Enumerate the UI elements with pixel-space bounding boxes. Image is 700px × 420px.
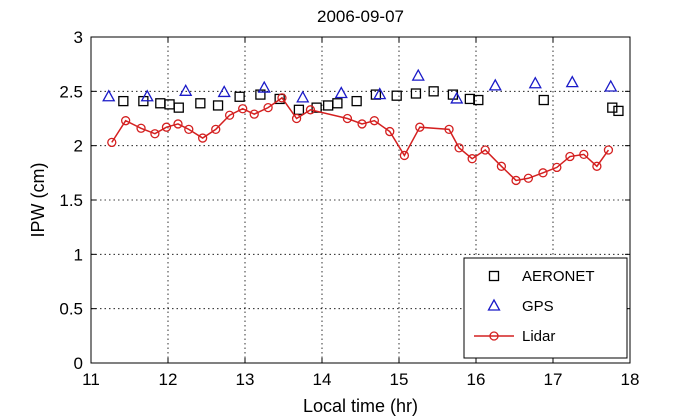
x-tick-label: 16 [467,370,486,389]
lidar-point [415,122,425,132]
gps-point [334,86,348,99]
aeronet-point [293,104,305,115]
lidar-point [173,119,183,129]
legend-box [463,257,628,359]
lidar-point [249,109,259,119]
legend-label-gps: GPS [522,298,554,315]
aeronet-point [410,88,422,99]
y-tick-label: 3 [74,28,83,47]
aeronet-point [311,102,322,113]
aeronet-point [613,105,624,117]
lidar-point [454,143,464,153]
gps-point [488,78,502,91]
gps-point [528,76,542,89]
gps-point [565,75,579,88]
x-tick-label: 13 [236,370,255,389]
y-tick-label: 2.5 [59,82,83,101]
chart-title: 2006-09-07 [317,7,404,26]
lidar-point [291,113,302,124]
aeronet-point [234,91,245,102]
lidar-point [305,105,316,115]
aeronet-point [195,98,206,109]
lidar-point [342,113,353,124]
y-tick-label: 0 [74,354,83,373]
x-tick-label: 12 [159,370,178,389]
lidar-point [107,137,117,148]
series-lidar [107,93,614,186]
lidar-point [121,116,131,126]
lidar-point [480,145,490,155]
lidar-point [369,116,380,126]
gps-point [179,83,193,96]
lidar-point [523,173,534,183]
gps-point [411,68,425,81]
axis-ticks: 11 12 13 14 15 16 17 18 0 0.5 1 1.5 2 2.5 3 [59,28,639,389]
series-gps [102,68,618,104]
aeronet-point [351,95,362,107]
aeronet-point [428,86,439,97]
lidar-point [211,124,221,135]
lidar-point [357,119,367,129]
aeronet-point [118,95,129,107]
lidar-point [511,175,521,186]
x-axis-label: Local time (hr) [303,396,418,416]
lidar-point [136,123,146,133]
legend-label-aeronet: AERONET [522,268,595,285]
aeronet-point [607,102,618,113]
gps-point [450,91,464,104]
legend-marker-gps [487,298,501,311]
y-tick-label: 2 [74,137,83,156]
lidar-point [277,93,287,103]
aeronet-point [212,100,224,111]
aeronet-point [173,102,184,113]
lidar-point [496,161,507,171]
lidar-point [538,168,548,178]
lidar-point [385,126,395,137]
gps-point [102,89,116,102]
gps-point [140,89,154,102]
lidar-point [592,161,602,171]
aeronet-point [332,98,343,109]
lidar-point [579,149,589,160]
y-axis-label: IPW (cm) [28,163,48,238]
lidar-point [467,154,477,164]
lidar-point [263,102,273,113]
x-tick-label: 15 [390,370,409,389]
lidar-point [150,129,160,139]
lidar-point [238,104,248,114]
x-tick-label: 18 [621,370,640,389]
aeronet-point [391,90,402,101]
lidar-point [184,124,194,135]
lidar-point [603,145,614,155]
aeronet-point [538,94,549,106]
lidar-point [444,124,454,135]
legend: AERONET GPS Lidar [463,257,628,359]
gps-point [296,90,310,103]
legend-marker-aeronet [488,270,500,282]
lidar-point [399,150,410,161]
lidar-point [161,122,172,132]
x-tick-label: 11 [82,370,100,389]
lidar-point [224,110,235,120]
x-tick-label: 14 [313,370,332,389]
aeronet-point [473,94,484,106]
x-tick-label: 17 [544,370,563,389]
gps-point [217,85,231,98]
legend-marker-lidar [489,331,499,341]
y-tick-label: 0.5 [59,300,83,319]
gps-point [604,79,618,92]
series-aeronet [118,86,624,117]
gps-point [257,80,271,93]
series-layer [102,68,624,186]
y-tick-label: 1.5 [59,191,83,210]
lidar-point [565,151,575,162]
lidar-point [552,162,562,173]
legend-label-lidar: Lidar [522,328,555,345]
y-tick-label: 1 [74,245,83,264]
gps-point [373,87,387,100]
lidar-point [197,133,208,143]
